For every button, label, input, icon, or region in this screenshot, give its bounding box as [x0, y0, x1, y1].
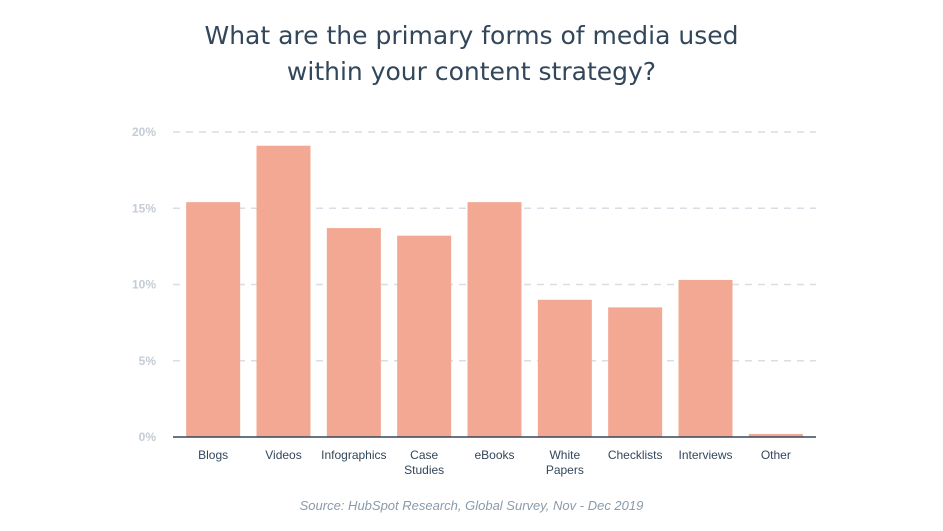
chart-title-line-1: What are the primary forms of media used	[204, 21, 739, 50]
category-label-line: eBooks	[474, 448, 514, 462]
category-label: Checklists	[608, 448, 663, 462]
y-tick-label: 10%	[132, 278, 156, 292]
category-label: Other	[761, 448, 791, 462]
y-axis-tick-labels: 0% 5% 10% 15% 20%	[132, 125, 156, 444]
category-label: Videos	[265, 448, 301, 462]
chart-title: What are the primary forms of media used…	[0, 18, 943, 90]
bar	[467, 202, 522, 437]
x-axis-category-labels: Blogs Videos Infographics Case Studies eBooks…	[198, 448, 791, 477]
category-label-line: Checklists	[608, 448, 663, 462]
category-label: White Papers	[546, 448, 584, 477]
category-label-line: Case	[410, 448, 438, 462]
source-note: Source: HubSpot Research, Global Survey,…	[299, 498, 644, 513]
category-label: Interviews	[678, 448, 732, 462]
bar	[397, 235, 452, 437]
category-label-line: Papers	[546, 463, 584, 477]
category-label: Infographics	[321, 448, 386, 462]
y-tick-label: 0%	[139, 430, 157, 444]
category-label-line: Other	[761, 448, 791, 462]
chart-title-line-2: within your content strategy?	[286, 57, 657, 86]
bar	[326, 228, 381, 437]
bar	[748, 433, 803, 437]
bar	[186, 202, 241, 437]
category-label: eBooks	[474, 448, 514, 462]
bars	[186, 145, 803, 437]
y-tick-label: 20%	[132, 125, 156, 139]
category-label: Case Studies	[404, 448, 444, 477]
y-tick-label: 15%	[132, 201, 156, 215]
bar	[678, 279, 733, 437]
category-label-line: Interviews	[678, 448, 732, 462]
category-label-line: Videos	[265, 448, 301, 462]
category-label: Blogs	[198, 448, 228, 462]
category-label-line: Studies	[404, 463, 444, 477]
bar	[256, 145, 311, 437]
bar	[608, 307, 663, 437]
bar	[537, 299, 592, 437]
category-label-line: Infographics	[321, 448, 386, 462]
category-label-line: White	[549, 448, 580, 462]
category-label-line: Blogs	[198, 448, 228, 462]
y-tick-label: 5%	[139, 354, 157, 368]
